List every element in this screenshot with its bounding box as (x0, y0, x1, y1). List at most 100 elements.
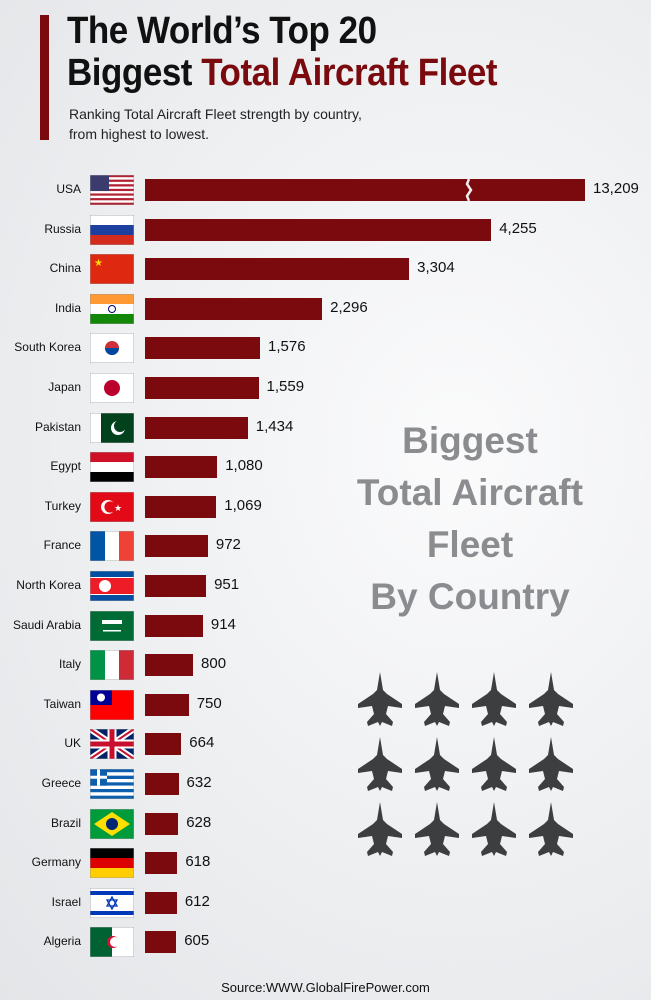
bar-row: Japan 1,559 (0, 372, 651, 404)
flag-france-icon (89, 530, 135, 562)
country-label: Israel (51, 894, 81, 909)
flag-germany-icon (89, 847, 135, 879)
country-label: Greece (41, 776, 81, 790)
bar-row: Egypt 1,080 (0, 451, 651, 483)
fighter-jet-icon (526, 800, 576, 860)
fighter-jet-icon (469, 735, 519, 795)
value-label: 4,255 (499, 219, 537, 237)
country-label: UK (64, 736, 81, 751)
bar-germany (145, 852, 178, 875)
svg-text:★: ★ (114, 503, 122, 513)
value-label: 628 (186, 813, 212, 831)
bar-brazil (145, 812, 179, 835)
country-label: Turkey (44, 498, 81, 513)
country-label: Pakistan (34, 419, 81, 434)
bar-japan (145, 377, 259, 399)
flag-india-icon (89, 293, 135, 325)
bar-south-korea (145, 337, 260, 360)
country-label: Algeria (43, 934, 81, 949)
flag-brazil-icon (89, 808, 135, 839)
flag-usa-icon (89, 174, 135, 206)
source-text: Source:WWW.GlobalFirePower.com (221, 980, 430, 995)
flag-saudi-arabia-icon (89, 610, 135, 641)
flag-egypt-icon (89, 451, 135, 483)
value-label: 3,304 (417, 259, 455, 277)
bar-row: India 2,296 (0, 293, 651, 325)
value-label: 618 (185, 853, 211, 871)
bar-row: Algeria 605 (0, 926, 651, 958)
country-label: France (43, 538, 81, 553)
value-label: 1,576 (268, 338, 306, 356)
bar-italy (145, 654, 194, 677)
fighter-jet-icon (526, 670, 576, 730)
value-label: 800 (201, 655, 227, 673)
flag-japan-icon (89, 372, 135, 404)
bar-taiwan (145, 693, 189, 716)
flag-italy-icon (89, 649, 135, 681)
value-label: 1,559 (266, 378, 305, 395)
flag-greece-icon (89, 768, 135, 800)
value-label: 632 (186, 774, 212, 791)
bar-turkey (145, 495, 217, 518)
bar-row: USA 13,209 (0, 174, 651, 206)
country-label: Japan (48, 380, 81, 394)
flag-china-icon: ★ (89, 253, 135, 285)
value-label: 612 (184, 892, 210, 910)
bar-row: South Korea 1,576 (0, 332, 651, 364)
value-label: 2,296 (330, 298, 368, 316)
bar-row: North Korea 951 (0, 570, 651, 602)
fighter-jet-icon (469, 800, 519, 860)
fighter-jet-icon (412, 800, 462, 860)
country-label: Germany (31, 855, 81, 870)
subtitle: Ranking Total Aircraft Fleet strength by… (69, 104, 362, 144)
bar-row: Brazil 628 (0, 808, 651, 839)
side-text: Biggest Total Aircraft Fleet By Country (330, 415, 610, 623)
bar-france (145, 535, 208, 558)
bar-row: Russia 4,255 (0, 214, 651, 245)
country-label: USA (56, 182, 81, 196)
flag-south-korea-icon (89, 332, 135, 364)
fighter-jet-icon (355, 735, 405, 795)
bar-india (145, 297, 323, 320)
value-label: 605 (184, 932, 210, 950)
bar-row: China ★ 3,304 (0, 253, 651, 285)
value-label: 1,080 (225, 457, 263, 475)
bar-row: Israel 612 (0, 887, 651, 919)
bar-row: Pakistan 1,434 (0, 412, 651, 443)
accent-bar (40, 15, 49, 140)
value-label: 972 (215, 536, 241, 554)
bar-row: Italy 800 (0, 649, 651, 681)
flag-israel-icon (89, 887, 135, 919)
bar-egypt (145, 456, 218, 479)
bar-row: Germany 618 (0, 847, 651, 879)
fighter-jet-icon (355, 800, 405, 860)
side-text-line: Total Aircraft (356, 472, 584, 513)
country-label: Saudi Arabia (12, 617, 81, 632)
country-label: Russia (44, 221, 81, 236)
flag-north-korea-icon (89, 570, 135, 602)
svg-text:★: ★ (94, 258, 103, 269)
subtitle-line-1: Ranking Total Aircraft Fleet strength by… (69, 106, 362, 122)
bar-north-korea (145, 575, 207, 597)
axis-break-icon (465, 179, 473, 201)
bar-row: Saudi Arabia 914 (0, 610, 651, 641)
fighter-jet-icon (469, 670, 519, 730)
flag-uk-icon (88, 726, 136, 762)
title-line-2: Biggest Total Aircraft Fleet (67, 52, 497, 95)
value-label: 13,209 (593, 180, 639, 197)
bar-uk (145, 733, 182, 756)
side-text-line: Fleet (426, 524, 514, 565)
fighter-jet-icon (412, 670, 462, 730)
bar-china (145, 258, 410, 281)
bar-row: Turkey ★ 1,069 (0, 491, 651, 523)
country-label: India (54, 300, 81, 315)
country-label: Italy (58, 657, 81, 672)
side-text-line: By Country (370, 576, 570, 617)
fighter-jet-icon (526, 735, 576, 795)
title-line-1: The World’s Top 20 (67, 10, 377, 52)
side-text-line: Biggest (402, 420, 538, 461)
value-label: 914 (210, 615, 236, 633)
fighter-jet-icon (412, 735, 462, 795)
flag-algeria-icon (89, 926, 135, 958)
flag-taiwan-icon (89, 689, 135, 721)
